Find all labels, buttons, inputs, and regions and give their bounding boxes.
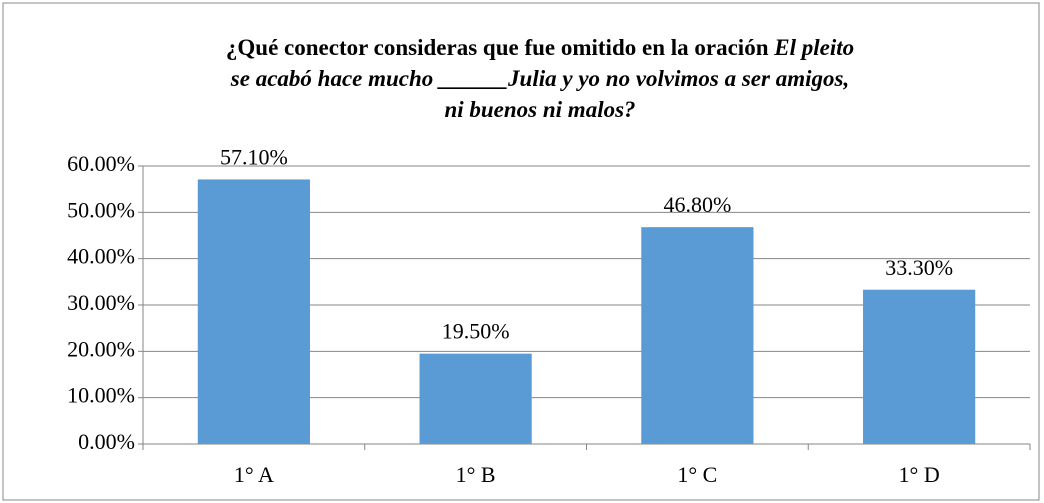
- y-tick-label: 10.00%: [67, 383, 135, 408]
- x-tick-label: 1° A: [234, 462, 274, 487]
- data-label: 19.50%: [442, 319, 510, 344]
- x-tick-label: 1° C: [677, 462, 717, 487]
- title-segment: ¿Qué conector consideras que fue omitido…: [226, 35, 774, 60]
- data-label: 57.10%: [220, 144, 288, 169]
- title-segment: se acabó hace mucho ______Julia y yo no …: [230, 66, 849, 91]
- chart-title: ¿Qué conector consideras que fue omitido…: [226, 35, 854, 60]
- title-segment: El pleito: [773, 35, 854, 60]
- bar: [641, 227, 754, 444]
- title-segment: ni buenos ni malos?: [444, 97, 635, 122]
- y-tick-label: 40.00%: [67, 244, 135, 269]
- y-tick-label: 30.00%: [67, 290, 135, 315]
- chart-title: ni buenos ni malos?: [444, 97, 635, 122]
- x-tick-label: 1° B: [456, 462, 496, 487]
- data-label: 33.30%: [885, 255, 953, 280]
- chart-title: se acabó hace mucho ______Julia y yo no …: [230, 66, 849, 91]
- bar: [197, 179, 310, 445]
- y-tick-label: 0.00%: [78, 429, 135, 454]
- y-tick-label: 50.00%: [67, 197, 135, 222]
- bar: [419, 353, 532, 444]
- y-tick-label: 60.00%: [67, 151, 135, 176]
- y-tick-label: 20.00%: [67, 336, 135, 361]
- x-tick-label: 1° D: [899, 462, 940, 487]
- data-label: 46.80%: [663, 192, 731, 217]
- bar: [863, 289, 976, 444]
